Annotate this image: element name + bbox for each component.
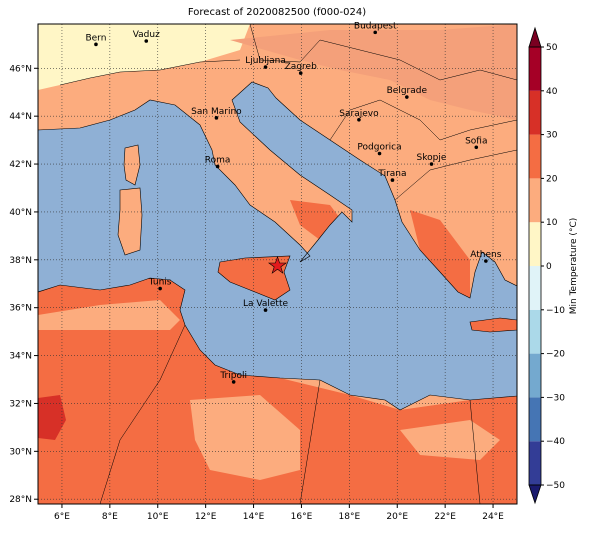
x-tick-label: 8°E	[102, 512, 118, 522]
x-tick-label: 12°E	[195, 512, 217, 522]
x-tick-label: 20°E	[386, 512, 408, 522]
city-dot	[484, 259, 488, 263]
x-tick-label: 18°E	[339, 512, 361, 522]
colorbar-tick-label: 40	[546, 87, 558, 97]
crete	[469, 317, 517, 333]
x-tick-label: 24°E	[482, 512, 504, 522]
colorbar-tick-label: −50	[546, 481, 565, 491]
city-label: San Marino	[191, 107, 242, 117]
star-marker	[267, 255, 288, 274]
colorbar-tick-label: 0	[546, 262, 552, 272]
city-label: Sarajevo	[339, 109, 379, 119]
colorbar-tick-label: −10	[546, 306, 565, 316]
colorbar-extend-under	[528, 484, 542, 505]
y-tick-label: 42°N	[9, 160, 32, 170]
colorbar-segment	[529, 134, 541, 179]
colorbar-tick-label: −30	[546, 393, 565, 403]
borders	[59, 24, 517, 504]
city-dot	[214, 116, 219, 120]
city-label: La Valette	[243, 299, 288, 309]
map-frame	[37, 23, 518, 505]
colorbar-segment	[529, 353, 541, 398]
city-dot	[215, 164, 220, 169]
y-tick-label: 46°N	[9, 64, 32, 74]
city-label: Athens	[470, 250, 501, 260]
colorbar-segment	[529, 309, 541, 354]
colorbar-segment	[529, 178, 541, 223]
title: Forecast of 2020082500 (f000-024)	[188, 7, 366, 18]
hot-zone	[410, 210, 470, 300]
cool-zone	[38, 24, 150, 62]
city-label: Tirana	[377, 169, 406, 179]
y-tick-label: 36°N	[9, 304, 32, 314]
warm-zone	[38, 300, 180, 330]
x-tick-label: 10°E	[147, 512, 169, 522]
city-label: Skopje	[417, 153, 447, 163]
city-dot	[94, 42, 98, 47]
city-label: Bern	[85, 33, 106, 43]
city-dot	[377, 151, 382, 156]
city-label: Zagreb	[285, 62, 317, 72]
colorbar-tick-label: 10	[546, 218, 558, 228]
city-dot	[158, 286, 162, 291]
y-tick-label: 40°N	[9, 208, 32, 218]
y-tick-label: 32°N	[9, 399, 32, 409]
colorbar-tick-label: 50	[546, 43, 558, 53]
city-label: Belgrade	[387, 86, 428, 96]
colorbar: −50 −40 −30 −20 −10 0 10 20 30 40 50	[528, 26, 565, 505]
colorbar-extend-over	[528, 26, 542, 48]
colorbar-segment	[529, 441, 541, 485]
y-tick-label: 44°N	[9, 112, 32, 122]
city-label: Roma	[205, 155, 231, 165]
city-dot	[429, 162, 434, 166]
colorbar-tick-label: −20	[546, 350, 565, 360]
x-tick-label: 16°E	[291, 512, 313, 522]
colorbar-tick-label: 20	[546, 174, 558, 184]
city-dot	[263, 308, 268, 312]
city-label: Tripoli	[219, 371, 247, 381]
y-tick-label: 34°N	[9, 352, 32, 362]
colorbar-tick-label: −40	[546, 437, 565, 447]
colorbar-segment	[529, 266, 541, 310]
city-dot	[298, 71, 303, 75]
y-tick-label: 38°N	[9, 256, 32, 266]
y-tick-label: 28°N	[9, 495, 32, 505]
city-label: Tunis	[148, 278, 172, 288]
city-label: Budapest	[354, 21, 397, 31]
city-dot	[357, 117, 361, 122]
map-fields	[38, 24, 517, 504]
city-dot	[390, 178, 395, 182]
sicily	[217, 255, 291, 301]
x-tick-label: 22°E	[434, 512, 456, 522]
city-label: Vaduz	[133, 30, 160, 40]
x-tick-label: 14°E	[243, 512, 265, 522]
colorbar-segment	[529, 397, 541, 442]
city-dot	[405, 95, 409, 99]
city-label: Podgorica	[357, 143, 401, 153]
city-dot	[263, 65, 268, 69]
colorbar-label: Min Temperature (°C)	[569, 218, 579, 315]
colorbar-tick-label: 30	[546, 131, 558, 141]
colorbar-segment	[529, 90, 541, 135]
colorbar-segment	[529, 47, 541, 91]
x-tick-label: 6°E	[54, 512, 70, 522]
corsica	[123, 144, 141, 186]
grid	[34, 24, 517, 508]
city-label: Sofia	[465, 136, 487, 146]
city-dot	[144, 39, 149, 43]
sardinia	[117, 187, 143, 256]
city-dot	[474, 145, 479, 150]
warm-zone	[190, 395, 300, 480]
very-hot-zone	[38, 395, 66, 440]
colorbar-segment	[529, 222, 541, 266]
city-dot	[373, 30, 378, 35]
city-label: Ljubljana	[245, 56, 286, 66]
y-tick-label: 30°N	[9, 447, 32, 457]
city-dot	[231, 380, 236, 384]
